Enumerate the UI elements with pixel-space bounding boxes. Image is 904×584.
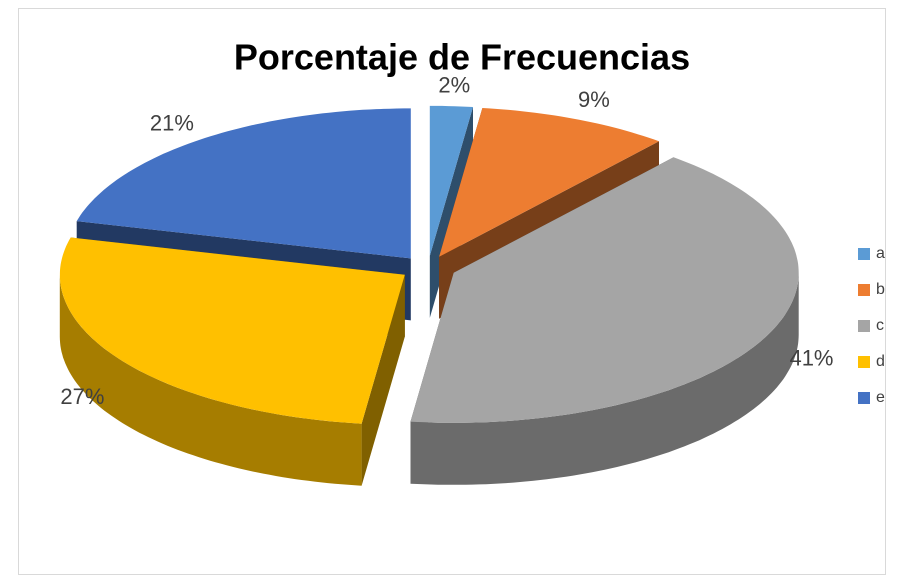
slice: [76, 108, 411, 259]
slice-wall: [410, 272, 799, 485]
slice: [439, 108, 659, 257]
data-label: 9%: [578, 87, 610, 112]
legend-label: d: [876, 353, 885, 370]
legend-label: c: [876, 317, 884, 334]
data-label: 2%: [438, 72, 470, 97]
slice-wall: [59, 274, 362, 486]
legend-swatch: [858, 284, 870, 296]
slice: [429, 105, 473, 256]
legend-swatch: [858, 392, 870, 404]
slice: [410, 157, 799, 485]
legend-swatch: [858, 320, 870, 332]
chart-title: Porcentaje de Frecuencias: [234, 37, 690, 78]
legend-swatch: [858, 356, 870, 368]
pie: [59, 105, 799, 486]
legend-swatch: [858, 248, 870, 260]
legend-label: a: [876, 245, 885, 262]
data-label: 27%: [60, 384, 104, 409]
slice: [59, 237, 405, 424]
slice: [59, 237, 405, 486]
data-label: 41%: [789, 346, 833, 371]
legend-label: e: [876, 389, 885, 406]
slice: [410, 157, 799, 423]
legend-label: b: [876, 281, 885, 298]
data-label: 21%: [150, 110, 194, 135]
